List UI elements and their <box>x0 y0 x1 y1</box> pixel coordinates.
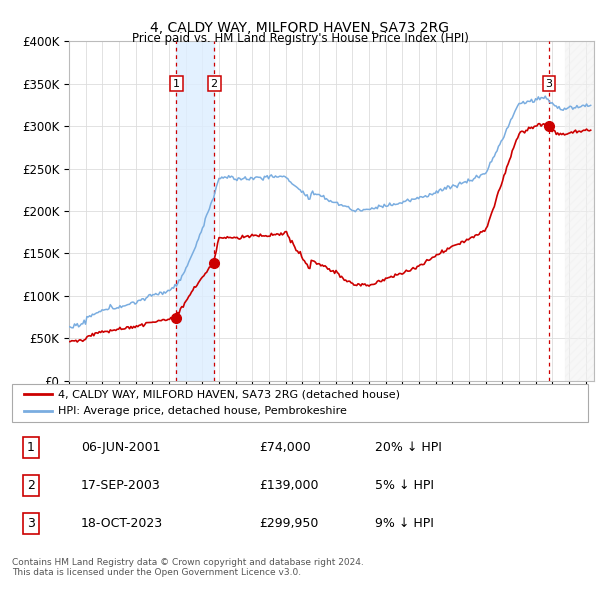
Text: 20% ↓ HPI: 20% ↓ HPI <box>375 441 442 454</box>
Text: 06-JUN-2001: 06-JUN-2001 <box>81 441 161 454</box>
Text: £299,950: £299,950 <box>260 517 319 530</box>
Text: £74,000: £74,000 <box>260 441 311 454</box>
Text: 1: 1 <box>173 78 180 88</box>
Text: 2: 2 <box>211 78 218 88</box>
Text: 3: 3 <box>545 78 553 88</box>
Bar <box>176 41 214 381</box>
Text: HPI: Average price, detached house, Pembrokeshire: HPI: Average price, detached house, Pemb… <box>58 406 347 416</box>
Text: 4, CALDY WAY, MILFORD HAVEN, SA73 2RG (detached house): 4, CALDY WAY, MILFORD HAVEN, SA73 2RG (d… <box>58 389 400 399</box>
Text: 2: 2 <box>27 479 35 492</box>
Text: 1: 1 <box>27 441 35 454</box>
Text: 4, CALDY WAY, MILFORD HAVEN, SA73 2RG: 4, CALDY WAY, MILFORD HAVEN, SA73 2RG <box>151 21 449 35</box>
Bar <box>565 41 594 381</box>
Text: 3: 3 <box>27 517 35 530</box>
Text: 9% ↓ HPI: 9% ↓ HPI <box>375 517 434 530</box>
Text: 18-OCT-2023: 18-OCT-2023 <box>81 517 163 530</box>
FancyBboxPatch shape <box>12 384 588 422</box>
Text: 5% ↓ HPI: 5% ↓ HPI <box>375 479 434 492</box>
Text: Contains HM Land Registry data © Crown copyright and database right 2024.
This d: Contains HM Land Registry data © Crown c… <box>12 558 364 577</box>
Text: Price paid vs. HM Land Registry's House Price Index (HPI): Price paid vs. HM Land Registry's House … <box>131 32 469 45</box>
Text: £139,000: £139,000 <box>260 479 319 492</box>
Text: 17-SEP-2003: 17-SEP-2003 <box>81 479 161 492</box>
